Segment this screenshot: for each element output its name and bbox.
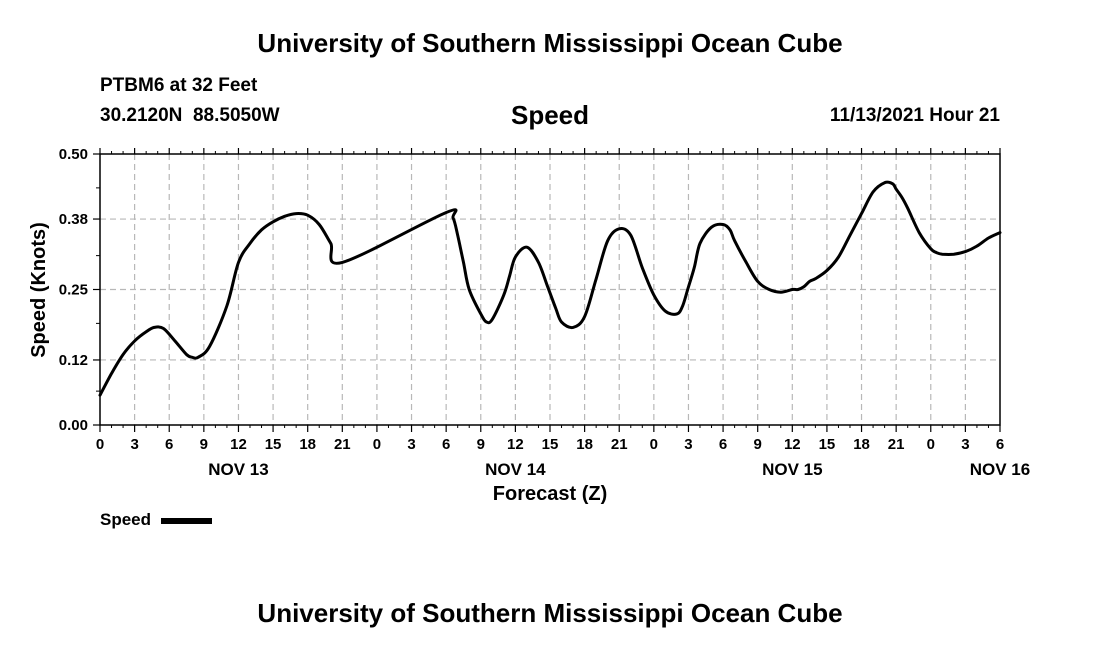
date-label: NOV 14 (485, 460, 546, 479)
x-tick-label: 6 (442, 436, 450, 453)
variable-title: Speed (510, 100, 590, 130)
x-tick-label: 21 (334, 436, 351, 453)
x-tick-label: 15 (542, 436, 559, 453)
coordinates-label: 30.2120N 88.5050W (100, 105, 280, 126)
x-tick-label: 9 (754, 436, 762, 453)
x-tick-label: 15 (819, 436, 836, 453)
y-tick-label: 0.12 (59, 352, 88, 369)
x-tick-label: 3 (407, 436, 415, 453)
grid-lines (100, 154, 1000, 425)
y-tick-label: 0.00 (59, 417, 88, 434)
x-tick-label: 18 (853, 436, 870, 453)
station-label: PTBM6 at 32 Feet (100, 75, 258, 96)
x-tick-label: 3 (130, 436, 138, 453)
x-tick-label: 21 (611, 436, 628, 453)
page-title: University of Southern Mississippi Ocean… (257, 28, 843, 58)
x-tick-label: 21 (888, 436, 905, 453)
x-tick-label: 9 (200, 436, 208, 453)
y-axis-label: Speed (Knots) (28, 222, 50, 358)
date-label: NOV 13 (208, 460, 268, 479)
date-label: NOV 16 (970, 460, 1030, 479)
x-tick-label: 0 (96, 436, 104, 453)
x-tick-label: 3 (961, 436, 969, 453)
x-tick-label: 18 (576, 436, 593, 453)
plot-frame (99, 153, 1001, 426)
x-tick-label: 3 (684, 436, 692, 453)
y-tick-label: 0.25 (59, 282, 88, 299)
timestamp-label: 11/13/2021 Hour 21 (829, 105, 1000, 126)
x-axis-label: Forecast (Z) (493, 483, 607, 505)
x-tick-label: 12 (507, 436, 524, 453)
x-tick-label: 6 (719, 436, 727, 453)
footer-title: University of Southern Mississippi Ocean… (257, 598, 843, 628)
x-tick-label: 12 (230, 436, 247, 453)
x-tick-label: 12 (784, 436, 801, 453)
x-tick-label: 0 (927, 436, 935, 453)
x-tick-label: 18 (299, 436, 316, 453)
x-tick-label: 15 (265, 436, 282, 453)
x-tick-label: 0 (373, 436, 381, 453)
tick-labels: 0 3 6 9 12 15 18 21 0 3 6 9 12 15 18 21 0 3 6 9 12 15 18 21 0 3 6 0… (59, 146, 1030, 479)
legend-label: Speed (100, 510, 151, 529)
x-tick-label: 0 (650, 436, 658, 453)
speed-series-line (98, 180, 1002, 397)
x-tick-label: 9 (477, 436, 485, 453)
y-tick-label: 0.50 (59, 146, 88, 163)
x-tick-label: 6 (996, 436, 1004, 453)
x-tick-label: 6 (165, 436, 173, 453)
date-label: NOV 15 (762, 460, 822, 479)
y-tick-label: 0.38 (59, 211, 88, 228)
